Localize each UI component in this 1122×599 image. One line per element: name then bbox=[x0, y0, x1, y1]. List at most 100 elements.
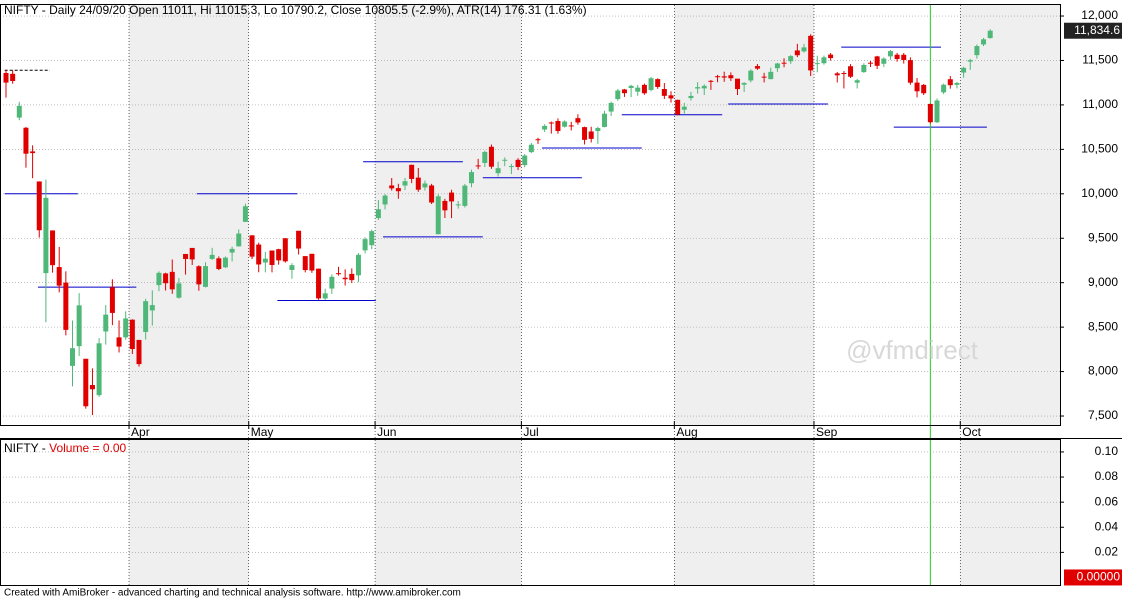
month-band bbox=[960, 440, 1060, 585]
candle-body bbox=[495, 168, 501, 174]
price-pane-frame bbox=[0, 4, 1061, 426]
candle-body bbox=[861, 65, 867, 73]
candle-body bbox=[229, 248, 235, 253]
candle-body bbox=[721, 76, 727, 78]
candle-body bbox=[43, 197, 49, 274]
candle-body bbox=[522, 155, 528, 166]
candle-body bbox=[269, 250, 275, 265]
candle-body bbox=[395, 188, 401, 192]
month-band bbox=[375, 440, 522, 585]
levels bbox=[4, 5, 987, 585]
x-tick-label: Jun bbox=[377, 425, 396, 439]
candle-body bbox=[828, 54, 834, 59]
candle-body bbox=[894, 54, 900, 60]
y-tick-label: 0.04 bbox=[1095, 519, 1119, 533]
y-tick-label: 12,000 bbox=[1081, 8, 1118, 22]
axes: Apr May Jun Jul Aug Sep Oct 7,500 8,000 8,500 9,00… bbox=[0, 4, 1122, 586]
candle-body bbox=[927, 103, 933, 123]
candle-body bbox=[595, 128, 601, 132]
candle-body bbox=[16, 105, 22, 118]
y-tick-label: 9,500 bbox=[1088, 230, 1118, 244]
y-tick-label: 8,500 bbox=[1088, 319, 1118, 333]
candle-body bbox=[369, 231, 375, 246]
candle-body bbox=[821, 57, 827, 64]
y-tick-label: 0.06 bbox=[1095, 494, 1119, 508]
candle-body bbox=[409, 164, 415, 179]
candle-body bbox=[216, 258, 222, 269]
y-tick-label: 10,000 bbox=[1081, 186, 1118, 200]
candle-body bbox=[602, 113, 607, 127]
candle-body bbox=[941, 84, 947, 93]
candle-body bbox=[329, 276, 335, 289]
candle-body bbox=[389, 185, 395, 189]
candle-body bbox=[788, 56, 794, 62]
candle-body bbox=[83, 358, 89, 407]
candle-body bbox=[661, 89, 667, 96]
candle-body bbox=[89, 385, 95, 390]
candle-body bbox=[967, 60, 973, 62]
candle-body bbox=[10, 73, 16, 81]
volume-pane-frame bbox=[0, 439, 1061, 586]
candle-body bbox=[316, 268, 322, 299]
candle-body bbox=[628, 85, 634, 89]
candle-body bbox=[249, 235, 255, 257]
y-tick-label: 11,000 bbox=[1082, 97, 1118, 111]
x-tick-label: Jul bbox=[523, 425, 538, 439]
candle-body bbox=[934, 100, 940, 123]
candle-body bbox=[648, 78, 654, 90]
candle-body bbox=[362, 239, 368, 251]
candle-body bbox=[781, 62, 787, 64]
candle-body bbox=[149, 305, 155, 311]
candle-body bbox=[336, 273, 341, 275]
candle-body bbox=[156, 272, 162, 286]
candle-body bbox=[562, 121, 568, 127]
candle-body bbox=[30, 151, 36, 154]
candle-body bbox=[748, 70, 754, 81]
candle-body bbox=[256, 244, 262, 265]
candle-body bbox=[801, 47, 807, 52]
candle-body bbox=[342, 277, 348, 280]
candle-body bbox=[169, 271, 175, 290]
candle-body bbox=[528, 144, 534, 153]
candle-body bbox=[981, 39, 987, 45]
candle-body bbox=[222, 257, 228, 268]
candle-body bbox=[728, 75, 734, 79]
candle-body bbox=[794, 50, 800, 56]
candle-body bbox=[508, 166, 514, 168]
candle-body bbox=[449, 192, 455, 202]
volume-last-label: 0.00000 bbox=[1077, 570, 1121, 584]
candle-body bbox=[635, 87, 641, 92]
candle-body bbox=[741, 82, 747, 85]
candle-body bbox=[309, 253, 315, 271]
x-tick-label: Sep bbox=[816, 425, 838, 439]
candle-body bbox=[455, 204, 461, 206]
candle-body bbox=[582, 127, 588, 140]
candle-body bbox=[402, 181, 408, 186]
candle-body bbox=[668, 95, 674, 99]
candle-body bbox=[761, 76, 767, 78]
volume-title: Volume = 0.00 bbox=[49, 441, 126, 455]
candle-body bbox=[282, 238, 288, 262]
y-tick-label: 11,500 bbox=[1082, 53, 1118, 67]
candle-body bbox=[588, 131, 594, 139]
candle-body bbox=[954, 82, 960, 85]
volume-prefix: NIFTY - Volume = 0.00 bbox=[4, 441, 127, 455]
x-tick-label: May bbox=[251, 425, 274, 439]
candle-body bbox=[947, 79, 953, 86]
candle-body bbox=[841, 73, 847, 74]
candle-body bbox=[103, 314, 109, 332]
candle-body bbox=[442, 200, 448, 211]
month-band bbox=[674, 5, 814, 425]
candle-body bbox=[854, 80, 860, 83]
candle-body bbox=[242, 206, 248, 222]
candle-body bbox=[382, 195, 388, 205]
month-band bbox=[375, 5, 522, 425]
candle-body bbox=[262, 258, 268, 263]
candle-body bbox=[136, 339, 142, 365]
candle-body bbox=[96, 343, 102, 396]
chart-title: NIFTY - Daily 24/09/20 Open 11011, Hi 11… bbox=[4, 3, 587, 17]
candle-body bbox=[123, 318, 129, 338]
month-band bbox=[129, 440, 249, 585]
grid bbox=[0, 5, 1060, 585]
candle-body bbox=[568, 125, 574, 127]
